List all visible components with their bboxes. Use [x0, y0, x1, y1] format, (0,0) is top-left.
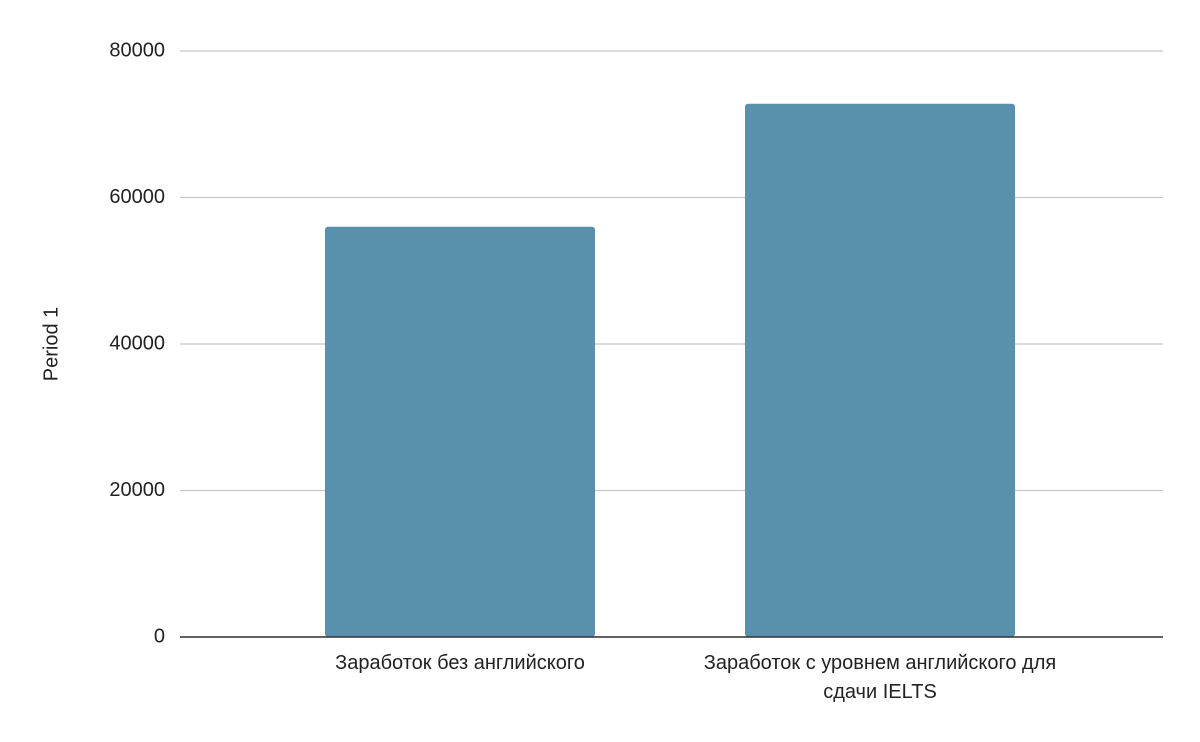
x-tick-label: Заработок с уровнем английского для сдач… — [703, 652, 1057, 703]
y-tick-label: 0 — [154, 625, 165, 647]
y-tick-label: 80000 — [109, 39, 165, 61]
y-axis-label: Period 1 — [40, 307, 62, 382]
bar — [325, 226, 595, 638]
y-tick-label: 40000 — [109, 332, 165, 354]
x-tick-label: Заработок без английского — [335, 652, 585, 674]
bar — [745, 103, 1015, 638]
y-tick-label: 60000 — [109, 186, 165, 208]
y-tick-label: 20000 — [109, 479, 165, 501]
